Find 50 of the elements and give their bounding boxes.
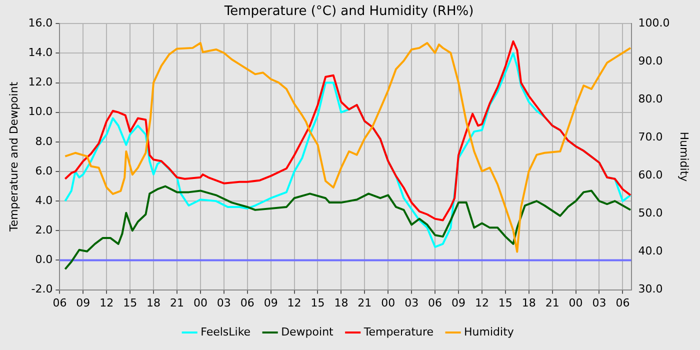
- x-tick-label: 12: [100, 296, 114, 310]
- x-tick-label: 06: [428, 296, 442, 310]
- x-tick-label: 00: [381, 296, 396, 310]
- y-tick-label: 8.0: [35, 134, 53, 148]
- x-tick-label: 18: [146, 296, 161, 310]
- x-tick-label: 15: [310, 296, 325, 310]
- x-tick-label: 03: [592, 296, 606, 310]
- y-tick-label: -2.0: [31, 282, 53, 296]
- x-tick-label: 09: [76, 296, 90, 310]
- x-tick-label: 15: [123, 296, 138, 310]
- y2-tick-label: 80.0: [638, 92, 663, 106]
- y-tick-label: 0.0: [35, 253, 53, 266]
- y-tick-label: 4.0: [35, 194, 53, 207]
- y2-tick-label: 40.0: [638, 244, 663, 258]
- x-tick-label: 12: [474, 296, 489, 310]
- x-tick-label: 03: [404, 296, 419, 310]
- chart-title: Temperature (°C) and Humidity (RH%): [223, 4, 474, 20]
- legend-label: Humidity: [464, 325, 514, 338]
- y-axis-title: Temperature and Dewpoint: [7, 81, 20, 233]
- y-tick-label: 12.0: [28, 76, 53, 89]
- y2-axis-title: Humidity: [678, 132, 691, 182]
- legend-label: Dewpoint: [281, 325, 334, 338]
- x-tick-label: 18: [334, 296, 348, 310]
- x-tick-label: 03: [216, 296, 231, 310]
- y2-tick-label: 100.0: [638, 16, 670, 30]
- x-tick-label: 12: [287, 296, 302, 310]
- x-tick-label: 21: [358, 296, 372, 310]
- x-tick-label: 00: [568, 296, 583, 310]
- x-tick-label: 15: [498, 296, 512, 310]
- x-tick-label: 06: [616, 296, 630, 310]
- x-tick-label: 06: [240, 296, 254, 310]
- y-tick-label: 2.0: [35, 224, 53, 237]
- x-tick-label: 21: [545, 296, 560, 310]
- y2-tick-label: 50.0: [638, 206, 663, 220]
- y-tick-label: 10.0: [28, 105, 53, 118]
- y-tick-label: 14.0: [28, 46, 53, 60]
- x-tick-label: 06: [52, 296, 67, 310]
- y-tick-label: 6.0: [35, 164, 53, 178]
- y2-tick-label: 90.0: [638, 54, 663, 68]
- legend-label: FeelsLike: [200, 325, 251, 338]
- legend-label: Temperature: [362, 325, 434, 338]
- y2-tick-label: 30.0: [638, 282, 663, 296]
- x-tick-label: 00: [193, 296, 208, 310]
- x-tick-label: 09: [451, 296, 466, 310]
- x-tick-label: 21: [170, 296, 184, 310]
- y2-tick-label: 70.0: [638, 130, 663, 144]
- x-tick-label: 18: [522, 296, 536, 310]
- x-tick-label: 09: [264, 296, 278, 310]
- y-tick-label: 16.0: [28, 16, 53, 30]
- y2-tick-label: 60.0: [638, 168, 663, 182]
